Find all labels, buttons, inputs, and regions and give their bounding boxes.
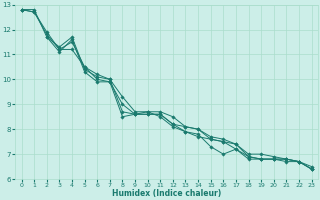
X-axis label: Humidex (Indice chaleur): Humidex (Indice chaleur) <box>112 189 221 198</box>
